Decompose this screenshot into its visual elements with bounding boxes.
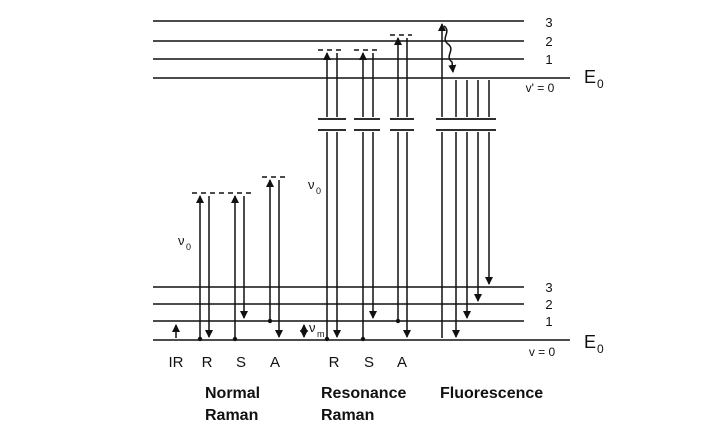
transition-arrows: [172, 23, 493, 338]
ground-level-2-label: 2: [545, 297, 552, 312]
excited-level-3-label: 3: [545, 15, 552, 30]
dot-normal-a: [267, 318, 273, 324]
population-dots: [197, 318, 401, 342]
num-label: ν m: [309, 320, 325, 339]
caption-normal-line2: Raman: [205, 407, 258, 424]
ground-v-label: v = 0: [529, 345, 556, 359]
nu0-resonance-main: ν: [308, 177, 315, 192]
axis-break-bars: [318, 118, 496, 131]
vibrational-relaxation-wave: [443, 25, 457, 73]
dot-resonance-r: [324, 336, 330, 342]
caption-normal-line1: Normal: [205, 385, 260, 402]
excited-level-2-label: 2: [545, 34, 552, 49]
label-ir: IR: [169, 354, 184, 371]
ground-level-3-label: 3: [545, 280, 552, 295]
caption-resonance-line1: Resonance: [321, 385, 406, 402]
nu0-normal-main: ν: [178, 233, 185, 248]
dot-resonance-a: [395, 318, 401, 324]
excited-energy-label: E 0: [584, 67, 604, 91]
nu0-normal-label: ν 0: [178, 233, 191, 252]
dot-resonance-s: [360, 336, 366, 342]
ground-energy-main: E: [584, 332, 596, 352]
dot-normal-s: [232, 336, 238, 342]
nu0-normal-sub: 0: [186, 242, 191, 252]
label-normal-a: A: [270, 354, 280, 371]
virtual-levels: [192, 34, 412, 194]
num-main: ν: [309, 320, 316, 335]
label-resonance-a: A: [397, 354, 407, 371]
dot-normal-r: [197, 336, 203, 342]
caption-resonance-line2: Raman: [321, 407, 374, 424]
ground-energy-label: E 0: [584, 332, 604, 356]
excited-state-levels: [153, 20, 570, 79]
nu0-resonance-sub: 0: [316, 186, 321, 196]
label-resonance-r: R: [329, 354, 340, 371]
label-normal-r: R: [202, 354, 213, 371]
label-normal-s: S: [236, 354, 246, 371]
nu0-resonance-label: ν 0: [308, 177, 321, 196]
excited-energy-sub: 0: [597, 77, 604, 91]
excited-level-1-label: 1: [545, 52, 552, 67]
ground-energy-sub: 0: [597, 342, 604, 356]
excited-v-label: v' = 0: [526, 81, 555, 95]
label-resonance-s: S: [364, 354, 374, 371]
ground-level-1-label: 1: [545, 314, 552, 329]
num-sub: m: [317, 329, 325, 339]
caption-fluorescence: Fluorescence: [440, 385, 543, 402]
excited-energy-main: E: [584, 67, 596, 87]
ground-state-levels: [153, 286, 570, 341]
